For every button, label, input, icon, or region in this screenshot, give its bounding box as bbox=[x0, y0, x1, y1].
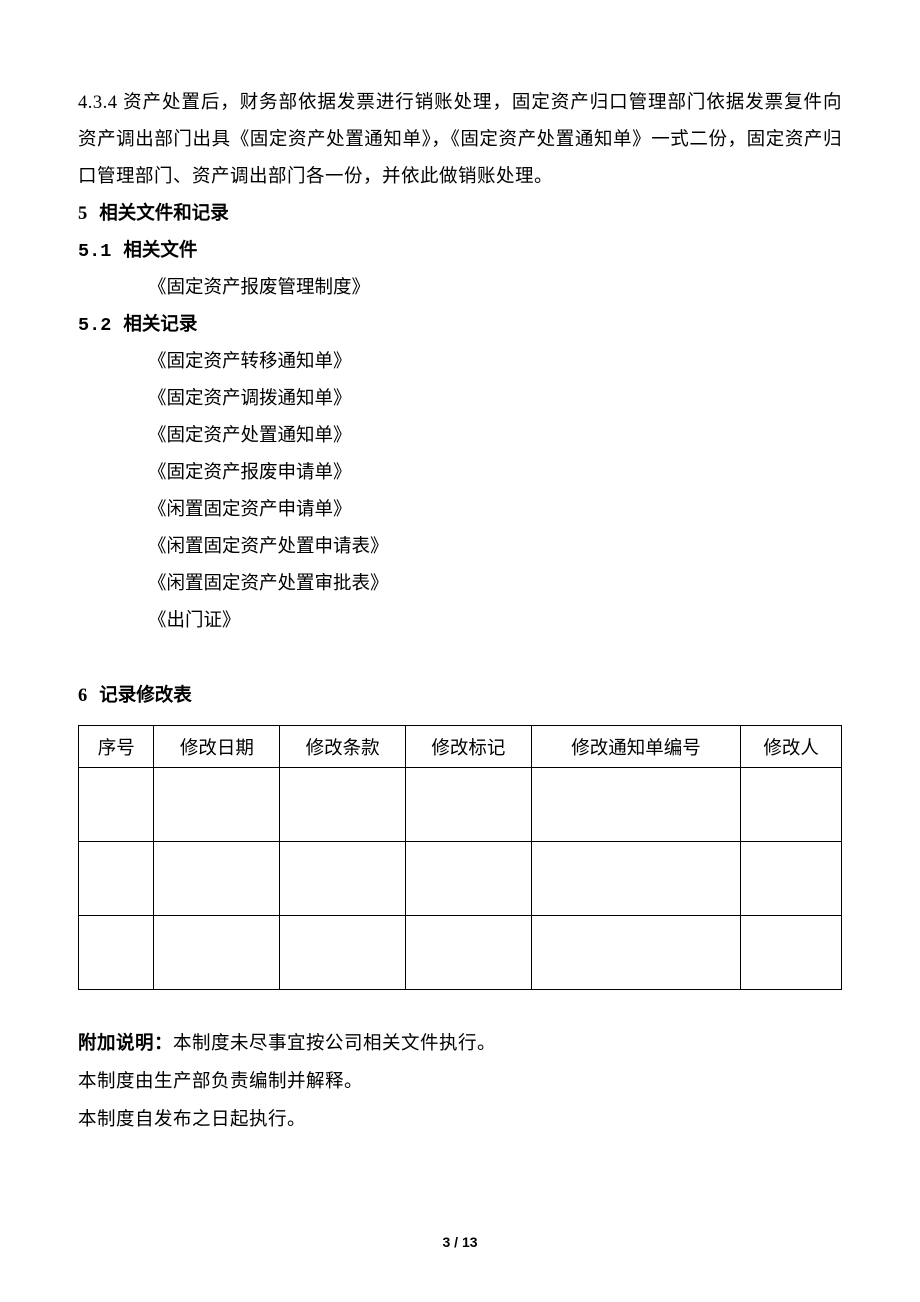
section-5-1-heading: 5.1 相关文件 bbox=[78, 233, 842, 270]
footer-label: 附加说明： bbox=[78, 1034, 173, 1054]
cell bbox=[280, 768, 406, 842]
cell bbox=[531, 842, 741, 916]
footer-notes: 附加说明：本制度未尽事宜按公司相关文件执行。 本制度由生产部负责编制并解释。 本… bbox=[78, 1026, 842, 1140]
section-5-2-num: 5.2 bbox=[78, 315, 111, 336]
cell bbox=[741, 916, 842, 990]
cell bbox=[280, 916, 406, 990]
page-number: 3 / 13 bbox=[0, 1234, 920, 1250]
cell bbox=[531, 768, 741, 842]
cell bbox=[79, 768, 154, 842]
table-row bbox=[79, 842, 842, 916]
cell bbox=[405, 842, 531, 916]
table-row bbox=[79, 916, 842, 990]
col-date: 修改日期 bbox=[154, 726, 280, 768]
section-5-1-num: 5.1 bbox=[78, 241, 111, 262]
list-item: 《固定资产调拨通知单》 bbox=[78, 381, 842, 418]
cell bbox=[405, 768, 531, 842]
list-item: 《固定资产转移通知单》 bbox=[78, 344, 842, 381]
cell bbox=[405, 916, 531, 990]
cell bbox=[280, 842, 406, 916]
page-total: 13 bbox=[462, 1234, 478, 1250]
table-row bbox=[79, 768, 842, 842]
col-seq: 序号 bbox=[79, 726, 154, 768]
col-person: 修改人 bbox=[741, 726, 842, 768]
cell bbox=[741, 842, 842, 916]
section-6-heading: 6 记录修改表 bbox=[78, 678, 842, 715]
cell bbox=[154, 768, 280, 842]
list-item: 《闲置固定资产申请单》 bbox=[78, 492, 842, 529]
list-item: 《闲置固定资产处置审批表》 bbox=[78, 566, 842, 603]
list-item: 《固定资产报废管理制度》 bbox=[78, 270, 842, 307]
revision-table: 序号 修改日期 修改条款 修改标记 修改通知单编号 修改人 bbox=[78, 725, 842, 990]
footer-note-1: 本制度未尽事宜按公司相关文件执行。 bbox=[173, 1034, 496, 1054]
section-5-heading: 5 相关文件和记录 bbox=[78, 196, 842, 233]
footer-note-3: 本制度自发布之日起执行。 bbox=[78, 1102, 842, 1140]
list-item: 《固定资产报废申请单》 bbox=[78, 455, 842, 492]
section-5-title: 相关文件和记录 bbox=[99, 204, 229, 224]
cell bbox=[154, 916, 280, 990]
list-item: 《固定资产处置通知单》 bbox=[78, 418, 842, 455]
col-notice-no: 修改通知单编号 bbox=[531, 726, 741, 768]
section-5-2-title: 相关记录 bbox=[123, 315, 197, 335]
paragraph-4-3-4: 4.3.4 资产处置后，财务部依据发票进行销账处理，固定资产归口管理部门依据发票… bbox=[78, 85, 842, 196]
table-header-row: 序号 修改日期 修改条款 修改标记 修改通知单编号 修改人 bbox=[79, 726, 842, 768]
col-mark: 修改标记 bbox=[405, 726, 531, 768]
cell bbox=[79, 916, 154, 990]
page-sep: / bbox=[450, 1234, 462, 1250]
section-6-num: 6 bbox=[78, 686, 87, 706]
section-5-1-title: 相关文件 bbox=[123, 241, 197, 261]
cell bbox=[741, 768, 842, 842]
section-5-2-heading: 5.2 相关记录 bbox=[78, 307, 842, 344]
list-item: 《出门证》 bbox=[78, 603, 842, 640]
cell bbox=[154, 842, 280, 916]
cell bbox=[531, 916, 741, 990]
section-5-num: 5 bbox=[78, 204, 87, 224]
list-item: 《闲置固定资产处置申请表》 bbox=[78, 529, 842, 566]
cell bbox=[79, 842, 154, 916]
section-6-title: 记录修改表 bbox=[99, 686, 192, 706]
footer-note-2: 本制度由生产部负责编制并解释。 bbox=[78, 1064, 842, 1102]
col-clause: 修改条款 bbox=[280, 726, 406, 768]
